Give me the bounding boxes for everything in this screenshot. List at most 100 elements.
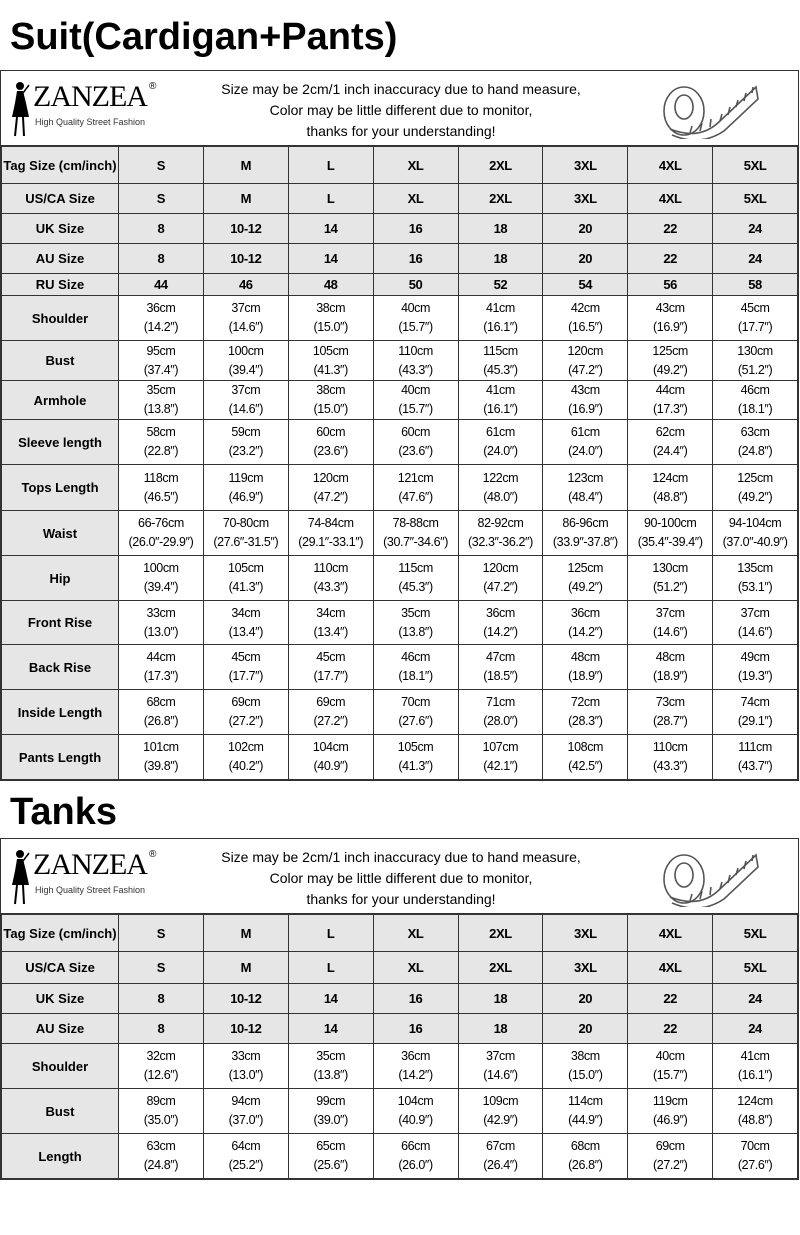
cm-value: 61cm (485, 425, 515, 439)
inch-value: (14.2″) (143, 320, 179, 334)
size-cell: 24 (712, 1013, 798, 1044)
inch-value: (16.5″) (568, 320, 603, 334)
size-cell: M (202, 951, 289, 984)
measurement-cell: 109cm (42.9″) (457, 1088, 544, 1134)
size-cell: 20 (542, 1013, 629, 1044)
inch-value: (27.6″) (398, 714, 433, 728)
cm-value: 41cm (740, 1049, 770, 1063)
size-cell: 22 (627, 983, 714, 1014)
size-cell: 3XL (542, 914, 629, 952)
inch-value: (13.0″) (143, 624, 179, 639)
cm-value: 66-76cm (138, 516, 184, 530)
cm-value: 104cm (312, 740, 349, 754)
size-cell: 18 (457, 983, 544, 1014)
cm-value: 58cm (146, 425, 176, 439)
measurement-cell: 48cm (18.9″) (542, 644, 629, 690)
size-chart: ZANZEA ® High Quality Street Fashion Size m… (0, 838, 799, 1180)
row-label: RU Size (1, 273, 119, 296)
cm-value: 130cm (737, 343, 773, 358)
cm-value: 68cm (146, 695, 176, 709)
inch-value: (33.9″-37.8″) (552, 535, 618, 549)
inch-value: (51.2″) (737, 362, 773, 377)
measurement-row: Shoulder 36cm (14.2″) 37cm (14.6″) 38cm (15.0″… (1, 295, 798, 341)
size-cell: 56 (627, 273, 714, 296)
size-cell: 10-12 (202, 213, 289, 244)
inch-value: (23.6″) (313, 444, 349, 458)
cm-value: 45cm (740, 301, 770, 315)
row-label: Inside Length (1, 689, 119, 735)
measurement-cell: 70-80cm (27.6″-31.5″) (202, 510, 289, 556)
inch-value: (27.2″) (313, 714, 349, 728)
row-label: Back Rise (1, 644, 119, 690)
inch-value: (35.0″) (143, 1113, 179, 1127)
inch-value: (44.9″) (568, 1113, 603, 1127)
cm-value: 65cm (316, 1139, 346, 1153)
row-label: Sleeve length (1, 419, 119, 465)
inch-value: (45.3″) (398, 580, 433, 594)
inch-value: (32.3″-36.2″) (468, 535, 533, 549)
size-cell: 14 (287, 243, 374, 274)
cm-value: 40cm (401, 301, 431, 315)
chart-header: ZANZEA ® High Quality Street Fashion Size m… (1, 839, 798, 914)
inch-value: (17.3″) (653, 402, 688, 416)
measurement-cell: 74cm (29.1″) (712, 689, 798, 735)
cm-value: 107cm (482, 740, 519, 754)
measurement-cell: 94-104cm (37.0″-40.9″) (712, 510, 798, 556)
size-cell: 20 (542, 213, 629, 244)
cm-value: 37cm (740, 605, 770, 620)
size-cell: 52 (457, 273, 544, 296)
measurement-cell: 104cm (40.9″) (287, 734, 374, 780)
measurement-cell: 94cm (37.0″) (202, 1088, 289, 1134)
measurement-cell: 120cm (47.2″) (457, 555, 544, 601)
cm-value: 120cm (567, 343, 604, 358)
size-row: US/CA Size S M L XL 2XL 3XL 4XL 5XL (1, 951, 798, 984)
measurement-cell: 69cm (27.2″) (202, 689, 289, 735)
cm-value: 35cm (146, 383, 176, 397)
inch-value: (28.0″) (483, 714, 518, 728)
cm-value: 33cm (231, 1049, 261, 1063)
size-cell: M (202, 183, 289, 214)
cm-value: 37cm (231, 383, 261, 397)
measurement-cell: 120cm (47.2″) (287, 464, 374, 511)
row-label: Tag Size (cm/inch) (1, 146, 119, 184)
measurement-cell: 102cm (40.2″) (202, 734, 289, 780)
size-cell: 44 (118, 273, 204, 296)
measurement-cell: 115cm (45.3″) (457, 340, 544, 381)
measurement-cell: 104cm (40.9″) (372, 1088, 459, 1134)
measurement-cell: 115cm (45.3″) (372, 555, 459, 601)
inch-value: (14.6″) (737, 624, 773, 639)
inch-value: (16.1″) (483, 402, 518, 416)
measurement-row: Bust 95cm (37.4″) 100cm (39.4″) 105cm (41.3″) 1… (1, 340, 798, 381)
cm-value: 110cm (652, 740, 688, 754)
cm-value: 37cm (655, 605, 685, 620)
inch-value: (40.2″) (228, 759, 264, 773)
inch-value: (19.3″) (737, 669, 773, 683)
size-cell: 16 (372, 243, 459, 274)
inch-value: (14.6″) (228, 402, 264, 416)
measurement-cell: 121cm (47.6″) (372, 464, 459, 511)
measurement-row: Pants Length 101cm (39.8″) 102cm (40.2″) 104c… (1, 734, 798, 780)
inch-value: (14.6″) (483, 1068, 518, 1082)
row-label: UK Size (1, 213, 119, 244)
measurement-cell: 119cm (46.9″) (202, 464, 289, 511)
measurement-cell: 135cm (53.1″) (712, 555, 798, 601)
cm-value: 120cm (312, 470, 349, 485)
note-line: thanks for your understanding! (306, 891, 496, 907)
cm-value: 44cm (655, 383, 685, 397)
inch-value: (18.9″) (653, 669, 688, 683)
measurement-cell: 100cm (39.4″) (202, 340, 289, 381)
size-row: UK Size 8 10-12 14 16 18 20 22 24 (1, 213, 798, 244)
size-row: US/CA Size S M L XL 2XL 3XL 4XL 5XL (1, 183, 798, 214)
measurement-cell: 34cm (13.4″) (202, 600, 289, 645)
inch-value: (39.8″) (143, 759, 179, 773)
size-cell: 4XL (627, 183, 714, 214)
measurement-cell: 48cm (18.9″) (627, 644, 714, 690)
tape-measure-icon (660, 77, 760, 144)
inch-value: (41.3″) (313, 362, 349, 377)
inch-value: (25.2″) (228, 1158, 264, 1172)
inch-value: (43.7″) (737, 759, 773, 773)
cm-value: 36cm (570, 605, 600, 620)
inch-value: (24.8″) (737, 444, 773, 458)
inch-value: (24.4″) (653, 444, 688, 458)
inch-value: (41.3″) (228, 580, 264, 594)
